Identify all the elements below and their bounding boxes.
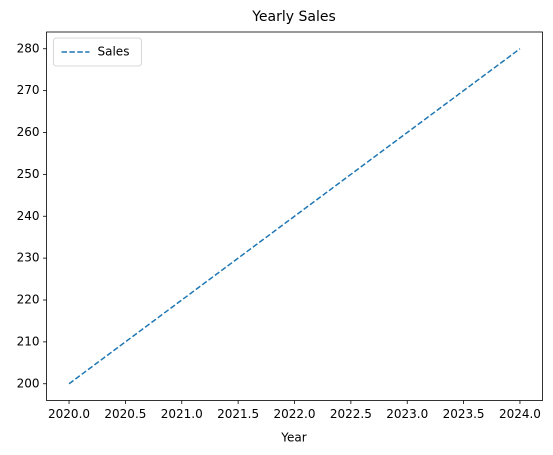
y-tick-label: 270 bbox=[17, 83, 40, 97]
data-line bbox=[68, 48, 521, 385]
y-tick-label: 280 bbox=[17, 41, 40, 55]
x-tick-label: 2022.0 bbox=[274, 407, 316, 421]
y-tick-label: 230 bbox=[17, 251, 40, 265]
y-tick-label: 240 bbox=[17, 209, 40, 223]
y-tick-label: 250 bbox=[17, 167, 40, 181]
x-tick-label: 2021.5 bbox=[217, 407, 259, 421]
y-tick-label: 220 bbox=[17, 293, 40, 307]
x-tick-label: 2022.5 bbox=[330, 407, 372, 421]
legend-box bbox=[53, 37, 142, 67]
y-tick-label: 200 bbox=[17, 376, 40, 390]
x-tick-label: 2024.0 bbox=[499, 407, 541, 421]
y-tick-label: 260 bbox=[17, 125, 40, 139]
legend-label: Sales bbox=[98, 45, 130, 59]
chart-title: Yearly Sales bbox=[251, 9, 336, 25]
plot-frame bbox=[46, 31, 543, 401]
x-tick-label: 2021.0 bbox=[161, 407, 203, 421]
x-tick-label: 2023.5 bbox=[443, 407, 485, 421]
x-axis-label: Year bbox=[280, 431, 306, 445]
x-tick-label: 2020.5 bbox=[104, 407, 146, 421]
y-tick-label: 210 bbox=[17, 334, 40, 348]
x-tick-label: 2020.0 bbox=[48, 407, 90, 421]
x-tick-label: 2023.0 bbox=[386, 407, 428, 421]
